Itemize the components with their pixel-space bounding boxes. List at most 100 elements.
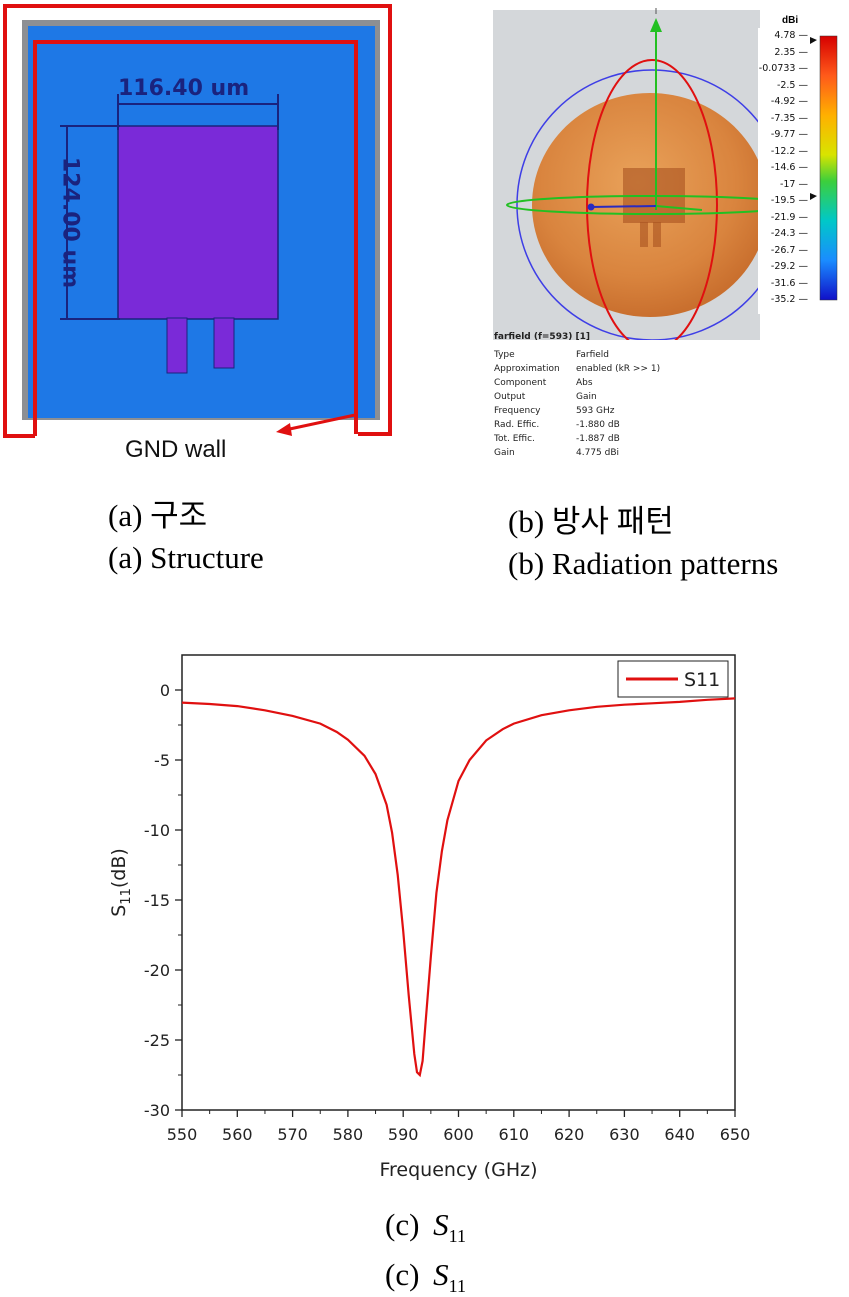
y-tick-label: -25 <box>144 1031 170 1050</box>
colorbar-tick-label: -4.92 — <box>770 96 808 107</box>
caption-c-2-symbol: S <box>433 1257 449 1292</box>
y-tick-label: -30 <box>144 1101 170 1120</box>
farfield-key: Gain <box>494 448 515 458</box>
x-axis-marker <box>587 203 595 211</box>
farfield-value: 4.775 dBi <box>576 448 620 458</box>
gnd-wall-outer <box>3 4 392 438</box>
feed-line-right <box>213 317 235 369</box>
caption-c-2-label: (c) <box>385 1257 420 1292</box>
gnd-arrow-head <box>276 423 292 436</box>
farfield-value: -1.880 dB <box>576 420 620 430</box>
width-dimension-label: 116.40 um <box>118 76 250 101</box>
farfield-key: Approximation <box>494 364 560 374</box>
farfield-header: farfield (f=593) [1] <box>494 332 590 342</box>
x-tick-label: 630 <box>609 1125 640 1144</box>
x-tick-label: 620 <box>554 1125 585 1144</box>
caption-b-english: (b) Radiation patterns <box>508 546 779 581</box>
gnd-wall-inner <box>33 40 358 436</box>
farfield-value: enabled (kR >> 1) <box>576 364 661 374</box>
y-axis <box>655 205 703 211</box>
farfield-key: Component <box>494 378 547 388</box>
structure-diagram <box>3 4 392 438</box>
caption-c-2: (c) S11 <box>385 1257 466 1297</box>
farfield-row: Tot. Effic. -1.887 dB <box>494 432 754 446</box>
colorbar-tick-label: -0.0733 — <box>758 63 808 74</box>
x-tick-label: 570 <box>277 1125 308 1144</box>
x-tick-label: 590 <box>388 1125 419 1144</box>
x-tick-label: 580 <box>333 1125 364 1144</box>
colorbar-tick-label: 2.35 — <box>774 46 808 58</box>
colorbar-tick-label: -17 — <box>779 178 808 190</box>
colorbar-tick-label: -35.2 — <box>770 294 808 305</box>
colorbar-tick-label: -9.77 — <box>770 129 808 140</box>
farfield-value: -1.887 dB <box>576 434 620 444</box>
caption-c-1: (c) S11 <box>385 1207 466 1247</box>
x-tick-label: 640 <box>664 1125 695 1144</box>
farfield-rows: Type Farfield Approximation enabled (kR >> … <box>494 348 754 460</box>
colorbar-tick-label: -12.2 — <box>770 145 808 157</box>
s11-chart: 550 560 570 580 590 600 610 620 630 640 650 0 -5 -10 -… <box>108 654 750 1181</box>
red-ring <box>586 59 718 340</box>
caption-c-1-symbol: S <box>433 1207 449 1242</box>
s11-plot-figure: 550 560 570 580 590 600 610 620 630 640 650 0 -5 -10 -… <box>0 640 849 1200</box>
farfield-value: Abs <box>576 378 593 388</box>
y-axis-label: S11(dB) <box>108 848 134 917</box>
y-tick-label: -5 <box>154 751 170 770</box>
colorbar-tick-label: -29.2 — <box>770 261 808 272</box>
series-layer <box>181 697 736 1078</box>
farfield-key: Rad. Effic. <box>494 420 540 430</box>
farfield-row: Gain 4.775 dBi <box>494 446 754 460</box>
s11-curve <box>181 697 736 1078</box>
x-tick-label: 610 <box>499 1125 530 1144</box>
axes: 550 560 570 580 590 600 610 620 630 640 650 0 -5 -10 -… <box>108 654 750 1181</box>
colorbar-tick-label: -26.7 — <box>770 244 808 256</box>
farfield-row: Rad. Effic. -1.880 dB <box>494 418 754 432</box>
gnd-wall-label: GND wall <box>125 436 227 463</box>
colorbar-tick-label: -19.5 — <box>770 195 808 206</box>
plot-frame <box>181 654 736 1111</box>
farfield-value: Gain <box>576 392 597 402</box>
colorbar-tick-label: -2.5 — <box>776 79 808 91</box>
colorbar <box>819 35 838 301</box>
colorbar-tick-label: 4.78 — <box>774 30 808 41</box>
x-tick-label: 560 <box>222 1125 253 1144</box>
height-dimension-label: 124.00 um <box>57 156 83 289</box>
farfield-row: Component Abs <box>494 376 754 390</box>
colorbar-tick-label: -14.6 — <box>770 162 808 173</box>
caption-a-english: (a) Structure <box>108 540 264 575</box>
x-tick-label: 600 <box>443 1125 474 1144</box>
feed-line-left <box>166 317 188 374</box>
y-tick-label: -10 <box>144 821 170 840</box>
colorbar-tick-label: -31.6 — <box>770 277 808 289</box>
gnd-arrow-line <box>284 413 356 432</box>
structure-figure: 116.40 um 124.00 um GND wall <box>0 0 408 470</box>
farfield-key: Type <box>494 350 515 360</box>
farfield-row: Frequency 593 GHz <box>494 404 754 418</box>
radiation-3d-view <box>493 8 845 340</box>
colorbar-tick-label: -7.35 — <box>770 112 808 124</box>
colorbar-max-marker <box>810 37 817 44</box>
farfield-row: Type Farfield <box>494 348 754 362</box>
x-tick-label: 550 <box>167 1125 198 1144</box>
colorbar-tick-label: -21.9 — <box>770 211 808 223</box>
farfield-key: Tot. Effic. <box>494 434 535 444</box>
farfield-row: Approximation enabled (kR >> 1) <box>494 362 754 376</box>
farfield-key: Frequency <box>494 406 541 416</box>
colorbar-unit: dBi <box>782 15 799 26</box>
feed-shadow-right <box>653 222 661 247</box>
x-axis-label: Frequency (GHz) <box>379 1159 537 1181</box>
y-tick-label: 0 <box>160 681 170 700</box>
colorbar-tick-label: -24.3 — <box>770 228 808 239</box>
farfield-value: Farfield <box>576 350 609 360</box>
farfield-row: Output Gain <box>494 390 754 404</box>
farfield-value: 593 GHz <box>576 406 615 416</box>
z-axis-arrow <box>650 18 662 32</box>
caption-c-1-label: (c) <box>385 1207 420 1242</box>
y-tick-label: -20 <box>144 961 170 980</box>
legend: S11 <box>617 660 729 698</box>
patch <box>117 125 279 320</box>
caption-c-2-subscript: 11 <box>448 1276 466 1297</box>
caption-c-1-subscript: 11 <box>448 1226 466 1247</box>
caption-b-korean: (b) 방사 패턴 <box>508 504 674 539</box>
legend-label: S11 <box>684 669 720 691</box>
